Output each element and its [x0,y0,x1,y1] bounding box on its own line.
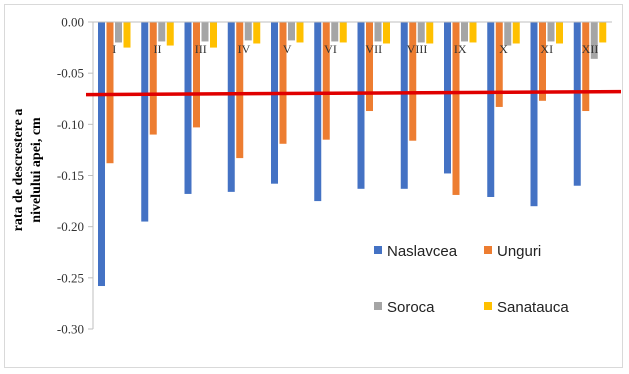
x-category-label: I [112,42,116,56]
bar-sanatauca-V [296,22,304,43]
bar-sanatauca-VIII [426,22,434,44]
bar-soroca-IX [461,22,468,42]
bar-soroca-VI [331,22,339,42]
bar-soroca-VIII [417,22,425,43]
y-axis-title-line: nivelului apei, cm [29,117,44,223]
bar-sanatauca-XII [599,22,607,43]
bar-naslavcea-V [271,22,278,184]
bar-naslavcea-X [487,22,495,197]
y-tick-label: -0.20 [57,219,84,234]
bar-sanatauca-VI [339,22,347,43]
bar-naslavcea-VII [357,22,365,189]
x-category-label: IX [454,42,467,56]
y-axis-ticks: 0.00 -0.05 -0.10 -0.15 -0.20 -0.25 -0.30 [57,15,94,337]
bar-unguri-V [279,22,287,144]
bar-sanatauca-VII [383,22,390,44]
bar-unguri-VII [366,22,373,112]
bar-sanatauca-IV [253,22,261,44]
bar-naslavcea-II [141,22,149,222]
bar-unguri-IX [452,22,460,195]
bar-unguri-II [149,22,157,135]
y-tick-label: 0.00 [61,15,84,30]
y-tick-label: -0.10 [57,117,84,132]
x-category-label: XI [540,42,553,56]
legend-label-soroca: Soroca [387,299,435,316]
bar-unguri-XI [539,22,546,101]
bar-unguri-X [495,22,503,107]
x-category-label: V [283,42,292,56]
red-reference-line [85,89,622,97]
legend-swatch-sanatauca [484,302,492,310]
bar-sanatauca-I [123,22,131,48]
bar-unguri-I [106,22,114,164]
y-axis-title-line: rata de descrestere a [11,109,26,232]
bar-unguri-VIII [409,22,417,141]
legend-swatch-soroca [374,302,382,310]
x-category-label: VII [365,42,382,56]
bar-unguri-IV [236,22,244,159]
bar-soroca-I [115,22,122,43]
y-axis-title: rata de descrestere a nivelului apei, cm [11,109,44,232]
bar-sanatauca-IX [469,22,477,43]
bar-sanatauca-III [210,22,217,48]
legend-label-unguri: Unguri [497,243,541,260]
legend-label-naslavcea: Naslavcea [387,243,458,260]
x-category-label: II [154,42,162,56]
bar-soroca-II [158,22,166,42]
legend: Naslavcea Unguri Soroca Sanatauca [374,243,569,316]
bar-soroca-XII [590,22,598,59]
x-category-label: VI [324,42,337,56]
bar-naslavcea-IX [444,22,451,174]
reference-line [85,89,622,97]
bar-soroca-XI [547,22,555,42]
y-tick-label: -0.05 [57,66,84,81]
bar-unguri-XII [582,22,590,112]
bar-sanatauca-X [512,22,520,44]
bar-naslavcea-XI [530,22,538,207]
legend-swatch-naslavcea [374,246,382,254]
bar-naslavcea-VIII [400,22,408,189]
bar-soroca-V [288,22,295,41]
y-tick-label: -0.25 [57,270,84,285]
legend-label-sanatauca: Sanatauca [497,299,569,316]
bar-naslavcea-VI [314,22,322,202]
bar-soroca-VII [374,22,382,42]
bar-unguri-III [193,22,200,128]
bar-naslavcea-XII [573,22,581,186]
y-tick-label: -0.30 [57,322,84,337]
bar-naslavcea-I [98,22,105,287]
x-category-label: X [499,42,508,56]
bar-naslavcea-III [184,22,192,194]
bar-soroca-X [504,22,512,46]
bar-soroca-IV [244,22,252,41]
x-category-labels: I II III IV V VI VII VIII IX X XI XII [112,42,598,56]
bar-soroca-III [201,22,209,42]
bar-series [93,21,612,287]
legend-swatch-unguri [484,246,492,254]
x-category-label: XII [582,42,599,56]
y-tick-label: -0.15 [57,168,84,183]
bar-unguri-VI [322,22,330,140]
x-category-label: IV [238,42,251,56]
x-category-label: VIII [407,42,428,56]
bar-naslavcea-IV [227,22,235,192]
bar-sanatauca-II [166,22,174,46]
x-category-label: III [195,42,207,56]
bar-sanatauca-XI [556,22,563,44]
